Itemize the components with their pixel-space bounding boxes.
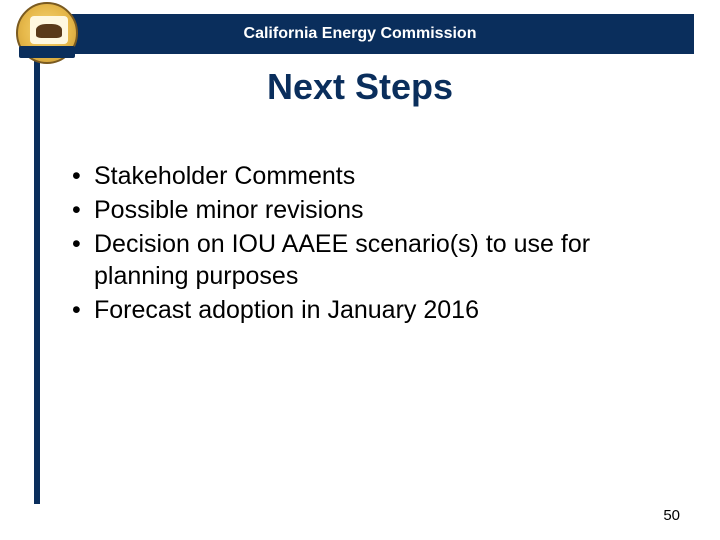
list-item: Decision on IOU AAEE scenario(s) to use … [68, 228, 660, 292]
seal-banner [19, 46, 75, 58]
list-item: Stakeholder Comments [68, 160, 660, 192]
agency-seal-icon [16, 2, 78, 64]
list-item: Possible minor revisions [68, 194, 660, 226]
content-area: Stakeholder Comments Possible minor revi… [68, 160, 660, 328]
slide: California Energy Commission Next Steps … [0, 0, 720, 540]
bullet-list: Stakeholder Comments Possible minor revi… [68, 160, 660, 326]
seal-circle [16, 2, 78, 64]
slide-title: Next Steps [0, 66, 720, 108]
vertical-rule [34, 54, 40, 504]
list-item: Forecast adoption in January 2016 [68, 294, 660, 326]
header-bar: California Energy Commission [26, 14, 694, 54]
header-title: California Energy Commission [244, 25, 477, 43]
page-number: 50 [663, 507, 680, 524]
bear-icon [36, 24, 62, 38]
